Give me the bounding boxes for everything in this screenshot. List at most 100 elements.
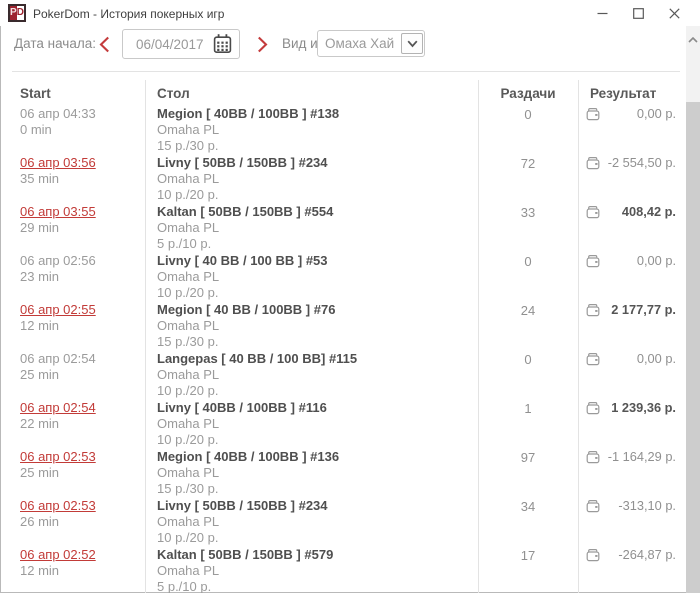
header-start: Start [20, 86, 51, 101]
table-cell: Livny [ 50BB / 150BB ] #234 Omaha PL 10 … [157, 155, 328, 203]
result-cell: -313,10 р. [586, 498, 676, 518]
start-time-link[interactable]: 06 апр 03:55 [20, 204, 96, 219]
start-cell: 06 апр 03:55 29 min [20, 204, 96, 236]
result-cell: 0,00 р. [586, 351, 676, 371]
chevron-right-icon [258, 36, 268, 53]
date-input[interactable]: 06/04/2017 [122, 29, 240, 59]
wallet-icon [586, 548, 600, 567]
dropdown-button[interactable] [401, 33, 423, 54]
hands-count: 33 [520, 205, 536, 220]
start-time-link[interactable]: 06 апр 02:55 [20, 302, 96, 317]
result-cell: -1 164,29 р. [586, 449, 676, 469]
start-cell: 06 апр 02:54 25 min [20, 351, 96, 383]
game-type: Omaha PL [157, 563, 220, 578]
scrollbar-thumb[interactable] [686, 102, 700, 593]
stakes: 10 р./20 р. [157, 285, 219, 300]
start-cell: 06 апр 04:33 0 min [20, 106, 96, 138]
table-cell: Megion [ 40BB / 100BB ] #136 Omaha PL 15… [157, 449, 339, 497]
prev-date-button[interactable] [99, 36, 111, 53]
start-time-link[interactable]: 06 апр 02:52 [20, 547, 96, 562]
maximize-button[interactable] [623, 0, 653, 26]
table-cell: Kaltan [ 50BB / 150BB ] #579 Omaha PL 5 … [157, 547, 333, 593]
game-type: Omaha PL [157, 416, 220, 431]
table-cell: Livny [ 40BB / 100BB ] #116 Omaha PL 10 … [157, 400, 327, 448]
game-type: Omaha PL [157, 318, 220, 333]
scroll-up-button[interactable] [686, 34, 700, 46]
start-time-link: 06 апр 02:54 [20, 351, 96, 366]
hands-count: 72 [520, 156, 536, 171]
result-cell: -264,87 р. [586, 547, 676, 567]
calendar-icon[interactable] [212, 33, 233, 55]
table-name: Livny [ 40 BB / 100 BB ] #53 [157, 253, 328, 268]
date-value: 06/04/2017 [136, 36, 204, 52]
table-row: 06 апр 02:55 12 min Megion [ 40 BB / 100… [0, 301, 686, 350]
start-cell: 06 апр 02:55 12 min [20, 302, 96, 334]
table-name: Megion [ 40BB / 100BB ] #138 [157, 106, 340, 121]
table-cell: Livny [ 50BB / 150BB ] #234 Omaha PL 10 … [157, 498, 328, 546]
stakes: 10 р./20 р. [157, 383, 219, 398]
start-time-link[interactable]: 06 апр 02:54 [20, 400, 96, 415]
wallet-icon [586, 156, 600, 175]
table-row: 06 апр 02:54 25 min Langepas [ 40 BB / 1… [0, 350, 686, 399]
table-cell: Kaltan [ 50BB / 150BB ] #554 Omaha PL 5 … [157, 204, 333, 252]
wallet-icon [586, 107, 600, 126]
date-start-label: Дата начала: [14, 36, 96, 51]
header-result: Результат [590, 86, 657, 101]
scrollbar[interactable] [686, 26, 700, 593]
table-name: Langepas [ 40 BB / 100 BB] #115 [157, 351, 358, 366]
game-type: Omaha PL [157, 465, 220, 480]
chevron-left-icon [99, 36, 109, 53]
table-row: 06 апр 02:56 23 min Livny [ 40 BB / 100 … [0, 252, 686, 301]
table-row: 06 апр 02:54 22 min Livny [ 40BB / 100BB… [0, 399, 686, 448]
table-cell: Livny [ 40 BB / 100 BB ] #53 Omaha PL 10… [157, 253, 328, 301]
hands-count: 0 [524, 254, 532, 269]
start-cell: 06 апр 02:53 26 min [20, 498, 96, 530]
hands-count: 0 [524, 107, 532, 122]
result-cell: 408,42 р. [586, 204, 676, 224]
wallet-icon [586, 254, 600, 273]
start-time-link: 06 апр 04:33 [20, 106, 96, 121]
close-icon [668, 7, 680, 19]
result-value: 0,00 р. [636, 106, 676, 121]
game-type: Omaha PL [157, 171, 220, 186]
next-date-button[interactable] [257, 36, 269, 53]
table-name: Kaltan [ 50BB / 150BB ] #579 [157, 547, 334, 562]
game-type: Omaha PL [157, 367, 220, 382]
result-value: 0,00 р. [636, 253, 676, 268]
start-time-link[interactable]: 06 апр 02:53 [20, 449, 96, 464]
table-row: 06 апр 03:56 35 min Livny [ 50BB / 150BB… [0, 154, 686, 203]
stakes: 10 р./20 р. [157, 530, 219, 545]
result-value: 408,42 р. [621, 204, 676, 219]
wallet-icon [586, 450, 600, 469]
table-cell: Megion [ 40 BB / 100BB ] #76 Omaha PL 15… [157, 302, 335, 350]
wallet-icon [586, 352, 600, 371]
game-type-select[interactable]: Омаха Хай [317, 30, 425, 57]
hands-count: 1 [524, 401, 532, 416]
result-cell: 1 239,36 р. [586, 400, 676, 420]
duration: 26 min [20, 514, 60, 529]
column-divider [145, 80, 146, 593]
header-hands: Раздачи [500, 86, 556, 101]
duration: 29 min [20, 220, 60, 235]
close-button[interactable] [659, 0, 689, 26]
start-time-link[interactable]: 06 апр 03:56 [20, 155, 96, 170]
table-name: Megion [ 40 BB / 100BB ] #76 [157, 302, 336, 317]
start-time-link[interactable]: 06 апр 02:53 [20, 498, 96, 513]
wallet-icon [586, 303, 600, 322]
table-row: 06 апр 04:33 0 min Megion [ 40BB / 100BB… [0, 105, 686, 154]
result-cell: 0,00 р. [586, 106, 676, 126]
hands-count: 97 [520, 450, 536, 465]
result-cell: 2 177,77 р. [586, 302, 676, 322]
stakes: 10 р./20 р. [157, 432, 219, 447]
duration: 0 min [20, 122, 52, 137]
start-time-link: 06 апр 02:56 [20, 253, 96, 268]
table-cell: Megion [ 40BB / 100BB ] #138 Omaha PL 15… [157, 106, 339, 154]
table-row: 06 апр 02:53 25 min Megion [ 40BB / 100B… [0, 448, 686, 497]
duration: 25 min [20, 367, 60, 382]
minimize-button[interactable] [587, 0, 617, 26]
window-title: PokerDom - История покерных игр [33, 7, 225, 21]
result-value: -264,87 р. [618, 547, 676, 562]
table-row: 06 апр 02:52 12 min Kaltan [ 50BB / 150B… [0, 546, 686, 593]
start-cell: 06 апр 02:53 25 min [20, 449, 96, 481]
